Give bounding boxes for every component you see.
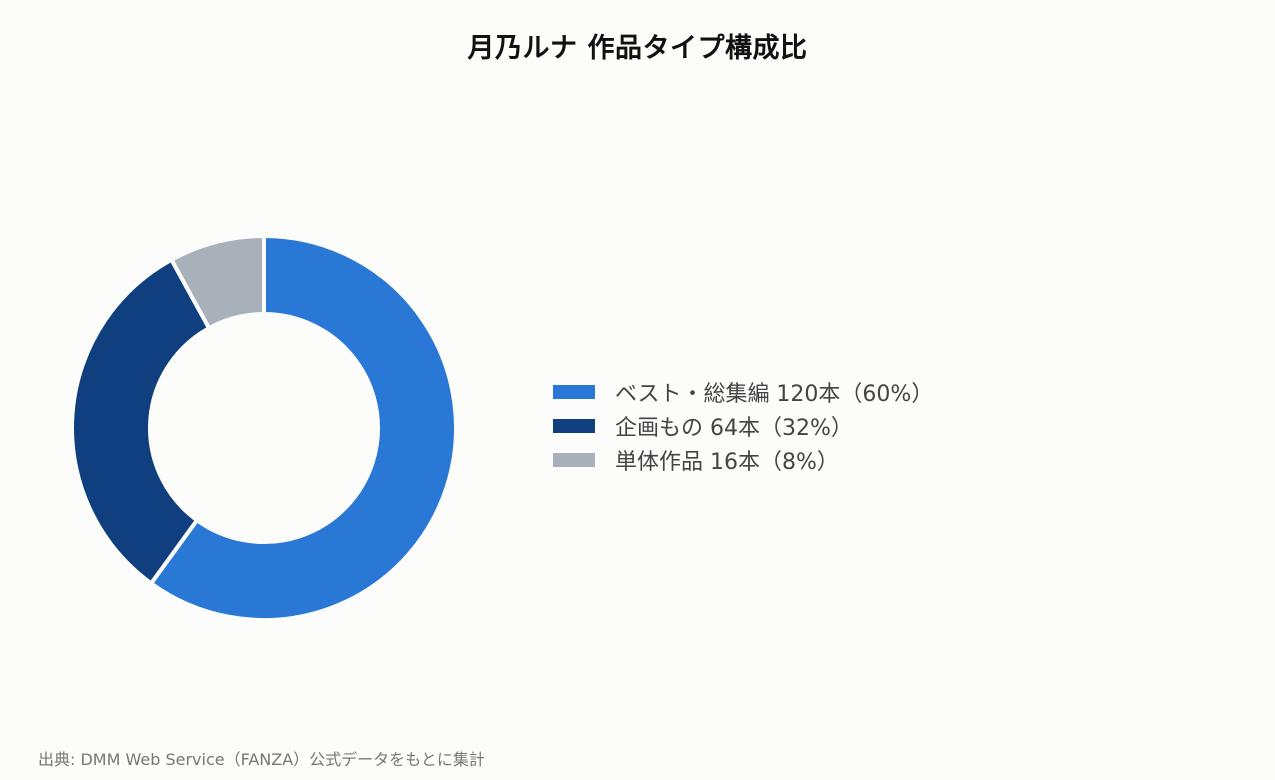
donut-slice-tantai [168, 233, 266, 331]
donut-slices [70, 233, 458, 622]
legend-item-tantai: 単体作品 16本（8%） [553, 443, 933, 477]
donut-slice-kikaku [70, 257, 212, 587]
legend-item-best: ベスト・総集編 120本（60%） [553, 375, 933, 409]
legend-label-best: ベスト・総集編 120本（60%） [615, 382, 934, 407]
legend-item-kikaku: 企画もの 64本（32%） [553, 409, 933, 443]
legend-swatch-tantai [553, 453, 595, 467]
legend-swatch-kikaku [553, 419, 595, 433]
donut-slice-best [148, 233, 458, 622]
chart-legend: ベスト・総集編 120本（60%） 企画もの 64本（32%） 単体作品 16本… [553, 375, 933, 477]
legend-swatch-best [553, 385, 595, 399]
source-note: 出典: DMM Web Service（FANZA）公式データをもとに集計 [38, 750, 485, 769]
legend-label-tantai: 単体作品 16本（8%） [615, 450, 839, 475]
legend-label-kikaku: 企画もの 64本（32%） [615, 416, 853, 441]
chart-title: 月乃ルナ 作品タイプ構成比 [467, 33, 808, 64]
